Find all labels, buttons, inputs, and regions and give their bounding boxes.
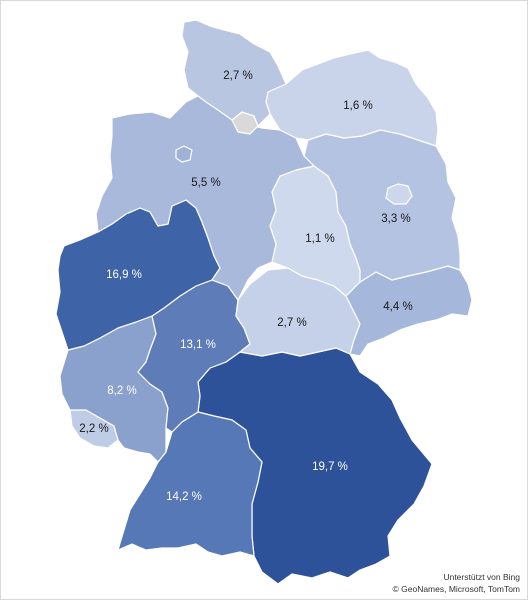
- label-hessen: 13,1 %: [180, 339, 216, 351]
- label-niedersachsen: 5,5 %: [191, 177, 220, 189]
- attribution-line-2: © GeoNames, Microsoft, TomTom: [392, 584, 521, 594]
- label-sachsen-anhalt: 1,1 %: [305, 233, 334, 245]
- region-schleswig-holstein[interactable]: [181, 19, 287, 127]
- region-berlin[interactable]: [385, 183, 413, 205]
- label-baden-wuerttemberg: 14,2 %: [166, 491, 202, 503]
- label-schleswig-holstein: 2,7 %: [223, 70, 252, 82]
- label-saarland: 2,2 %: [79, 423, 108, 435]
- label-thueringen: 2,7 %: [277, 317, 306, 329]
- label-rheinland-pfalz: 8,2 %: [107, 385, 136, 397]
- label-brandenburg: 3,3 %: [381, 213, 410, 225]
- attribution-line-1: Unterstützt von Bing: [443, 572, 520, 582]
- region-mecklenburg-vorpommern[interactable]: [265, 49, 439, 147]
- label-nordrhein-westfalen: 16,9 %: [106, 269, 142, 281]
- label-bayern: 19,7 %: [312, 461, 348, 473]
- region-bremen[interactable]: [175, 145, 193, 163]
- map-attribution: Unterstützt von Bing © GeoNames, Microso…: [393, 571, 521, 595]
- label-sachsen: 4,4 %: [383, 301, 412, 313]
- region-baden-wuerttemberg[interactable]: [117, 411, 263, 557]
- label-mecklenburg-vorpommern: 1,6 %: [343, 100, 372, 112]
